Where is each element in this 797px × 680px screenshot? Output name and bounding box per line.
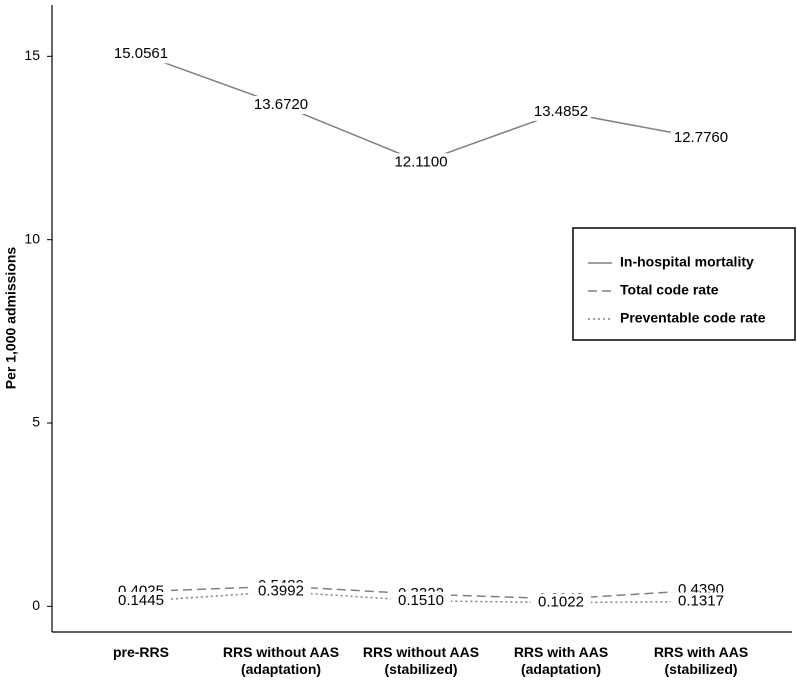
label-bg bbox=[391, 153, 451, 172]
y-tick-label: 5 bbox=[32, 414, 40, 430]
y-axis-label: Per 1,000 admissions bbox=[3, 247, 19, 390]
data-label: 15.0561 bbox=[114, 45, 168, 62]
data-label: 12.7760 bbox=[674, 129, 728, 146]
label-bg bbox=[111, 592, 171, 611]
x-tick-label: RRS with AAS (stabilized) bbox=[653, 644, 749, 677]
label-bg bbox=[671, 128, 731, 147]
label-bg bbox=[671, 592, 731, 611]
legend-box bbox=[572, 227, 796, 341]
x-tick-label: RRS with AAS (adaptation) bbox=[513, 644, 609, 677]
data-label: 13.6720 bbox=[254, 96, 308, 113]
y-tick-label: 0 bbox=[32, 597, 40, 613]
label-bg bbox=[531, 593, 591, 612]
data-label: 0.1510 bbox=[398, 592, 444, 609]
label-bg bbox=[391, 591, 451, 610]
data-label: 0.1022 bbox=[538, 594, 584, 611]
label-bg bbox=[251, 96, 311, 115]
series-line bbox=[140, 53, 702, 164]
data-label: 0.1445 bbox=[118, 592, 164, 609]
legend-label: In-hospital mortality bbox=[620, 254, 754, 270]
data-label: 12.1100 bbox=[394, 153, 447, 170]
x-tick-label: RRS without AAS (adaptation) bbox=[222, 644, 340, 677]
label-bg bbox=[111, 45, 171, 64]
x-tick-label: pre-RRS bbox=[112, 644, 169, 660]
data-label: 13.4852 bbox=[534, 103, 588, 120]
y-tick-label: 15 bbox=[24, 47, 40, 63]
x-tick-label: RRS without AAS (stabilized) bbox=[362, 644, 480, 677]
label-bg bbox=[251, 582, 311, 601]
y-tick-label: 10 bbox=[24, 230, 40, 246]
legend-label: Total code rate bbox=[620, 282, 719, 298]
data-label: 0.3992 bbox=[258, 583, 304, 600]
legend-label: Preventable code rate bbox=[620, 310, 766, 326]
label-bg bbox=[531, 102, 591, 121]
data-label: 0.1317 bbox=[678, 592, 724, 609]
